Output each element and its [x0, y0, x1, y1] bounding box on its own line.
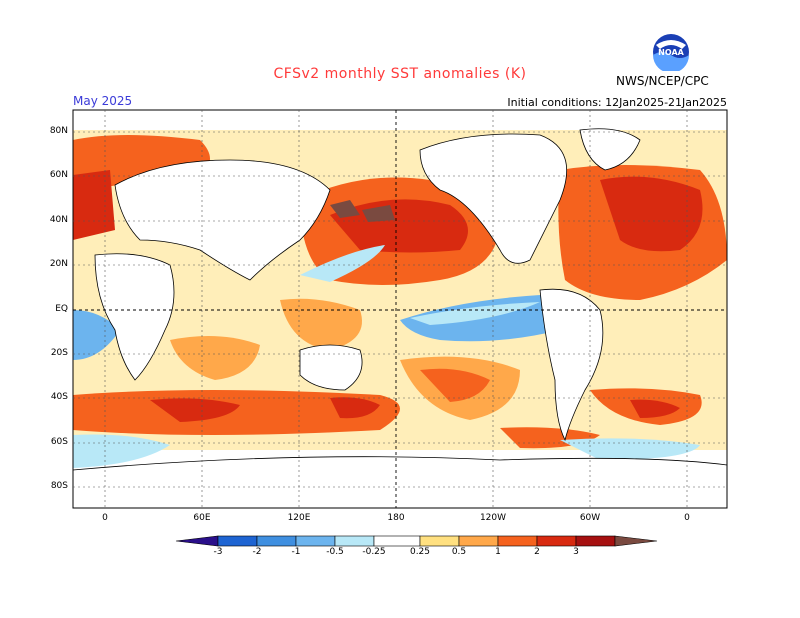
- noaa-logo: NOAA: [653, 34, 689, 71]
- lon-label: 120E: [287, 513, 311, 523]
- colorbar-label: -2: [252, 547, 262, 557]
- map-frame: [72, 109, 728, 509]
- colorbar-segment: [497, 535, 538, 547]
- graticule: [73, 110, 727, 508]
- lon-label: 0: [684, 513, 690, 523]
- organization-label: NWS/NCEP/CPC: [616, 74, 709, 88]
- lon-label: 60E: [193, 513, 211, 523]
- colorbar: [175, 535, 658, 547]
- anomaly-field: [73, 110, 727, 508]
- lat-label: 80N: [49, 126, 68, 136]
- lat-label: 20N: [49, 259, 68, 269]
- lat-label: EQ: [55, 304, 68, 314]
- lat-label: 40S: [50, 392, 68, 402]
- initial-conditions-label: Initial conditions: 12Jan2025-21Jan2025: [507, 96, 727, 109]
- colorbar-segment: [295, 535, 336, 547]
- colorbar-segment: [536, 535, 577, 547]
- colorbar-label: 1: [495, 547, 501, 557]
- reference-lines: [73, 110, 727, 508]
- colorbar-label: 0.25: [409, 547, 431, 557]
- colorbar-label: 2: [534, 547, 540, 557]
- lon-label: 0: [102, 513, 108, 523]
- colorbar-segment: [458, 535, 499, 547]
- colorbar-label: -1: [291, 547, 301, 557]
- colorbar-segment: [419, 535, 460, 547]
- colorbar-segment: [373, 535, 421, 547]
- colorbar-label: -0.5: [326, 547, 344, 557]
- lon-label: 60W: [579, 513, 601, 523]
- colorbar-label: 0.5: [451, 547, 467, 557]
- lat-label: 60S: [50, 437, 68, 447]
- lon-label: 120W: [479, 513, 507, 523]
- lat-label: 80S: [50, 481, 68, 491]
- lat-label: 20S: [50, 348, 68, 358]
- lat-label: 40N: [49, 215, 68, 225]
- colorbar-label: -3: [213, 547, 223, 557]
- colorbar-segment: [256, 535, 297, 547]
- colorbar-segment: [614, 535, 658, 547]
- colorbar-segment: [217, 535, 258, 547]
- colorbar-label: 3: [573, 547, 579, 557]
- map-title: CFSv2 monthly SST anomalies (K): [273, 66, 527, 82]
- colorbar-segment: [175, 535, 219, 547]
- colorbar-label: -0.25: [362, 547, 386, 557]
- logo-text: NOAA: [658, 48, 684, 57]
- continents: [73, 128, 727, 508]
- lon-label: 180: [387, 513, 405, 523]
- lat-label: 60N: [49, 170, 68, 180]
- forecast-month-label: May 2025: [73, 94, 133, 108]
- colorbar-segment: [334, 535, 375, 547]
- colorbar-segment: [575, 535, 616, 547]
